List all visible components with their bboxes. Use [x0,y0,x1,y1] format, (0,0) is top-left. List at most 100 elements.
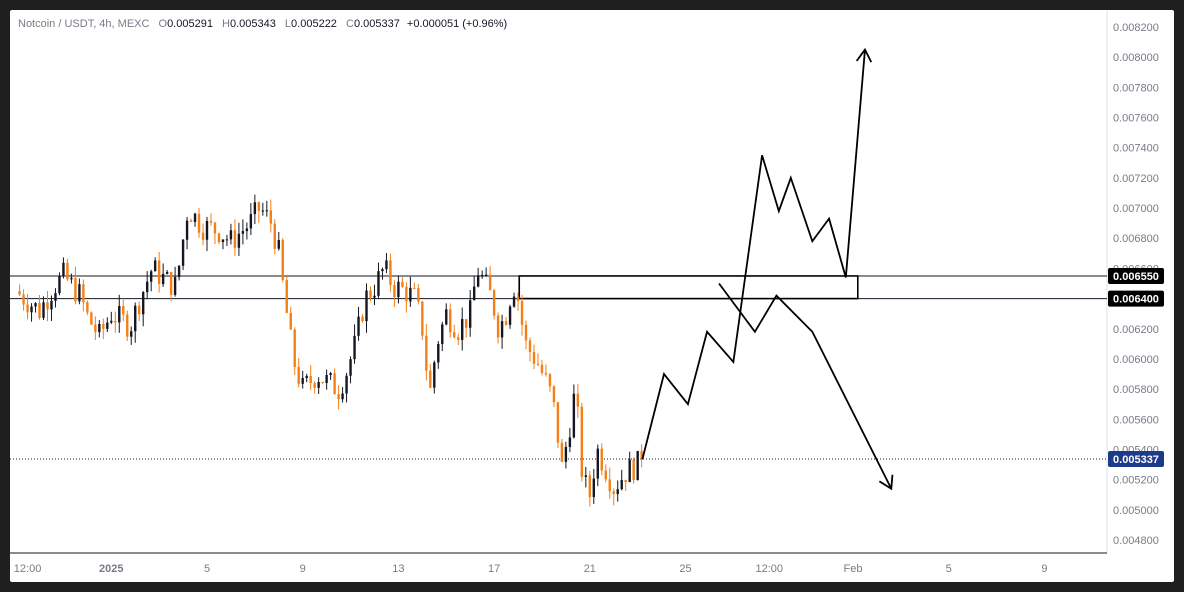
candle-body [556,402,560,443]
candle-body [624,479,627,483]
candle-body [106,322,109,329]
candle-body [122,305,125,315]
arrow-head-icon [878,474,894,491]
candle-body [305,375,308,379]
candle-body [118,305,121,323]
candle-body [309,375,312,383]
candle-body [377,271,380,296]
resistance-zone-box[interactable] [518,275,859,300]
candle-body [110,320,113,323]
candle-body [472,286,476,301]
candle-body [94,324,97,333]
candle-body [209,220,213,223]
candle-body [540,364,544,373]
candle-body [205,220,209,240]
candle-body [281,240,284,280]
x-tick-label: 9 [300,563,306,575]
candle-body [38,303,41,318]
x-tick-label: 21 [584,563,596,575]
candle-body [229,230,233,240]
candle-body [421,301,424,336]
x-tick-label: 13 [392,563,404,575]
candle-body [488,274,492,291]
candle-body [78,284,81,302]
candle-body [580,406,584,477]
candle-body [588,475,592,498]
projection-path[interactable] [718,282,893,490]
candle-body [361,316,364,322]
candle-body [516,296,520,301]
candle-body [261,210,265,212]
candle-body [508,306,512,325]
candle-body [102,323,105,329]
y-tick-label: 0.005000 [1113,505,1159,517]
candle-body [197,213,201,233]
candle-body [616,489,619,495]
candle-body [445,309,448,325]
candle-body [496,315,500,338]
x-tick-label: 2025 [99,563,123,575]
candle-body [632,459,635,481]
candle-body [608,479,611,492]
current-price-badge-label: 0.005337 [1113,454,1159,466]
candle-body [349,359,352,376]
candle-body [201,232,205,240]
price-chart[interactable]: 0.008200 0.008000 0.007800 0.007600 0.007400… [10,10,1174,582]
candle-body [138,305,141,315]
candle-body [548,374,552,387]
price-level-badge-label: 0.006550 [1113,271,1159,283]
candle-body [317,382,320,388]
candle-body [165,272,169,274]
candle-body [461,319,464,340]
candle-body [86,302,89,313]
candle-body [596,448,599,479]
x-tick-label: 12:00 [14,563,42,575]
candle-body [536,363,540,365]
close-value: 0.005337 [353,18,400,30]
candle-body [297,366,300,384]
candle-body [257,202,261,211]
open-key: O [158,18,168,30]
y-tick-label: 0.006200 [1113,324,1159,336]
candle-body [357,316,360,336]
candle-body [285,279,288,313]
candle-body [592,478,596,498]
candle-body [34,303,37,307]
candle-body [42,302,45,318]
candle-body [74,277,77,302]
candle-body [640,451,643,460]
candle-body [301,378,304,384]
candle-body [149,271,153,282]
candle-body [98,323,101,333]
x-tick-label: 5 [946,563,952,575]
candle-body [321,382,324,384]
candle-body [237,233,241,248]
high-key: H [222,18,230,30]
candle-body [604,470,607,480]
arrow-head-icon [855,47,873,63]
candle-body [464,319,468,328]
candle-body [329,373,332,376]
candle-body [628,459,631,483]
x-tick-label: Feb [844,563,863,575]
candle-body [173,277,177,295]
projection-path[interactable] [641,49,866,460]
low-value: 0.005222 [291,18,337,30]
candle-body [66,262,69,280]
candle-body [369,290,372,298]
candle-body [484,274,488,276]
candle-body [520,300,524,325]
candle-body [169,272,173,295]
candle-body [153,260,157,272]
candle-body [241,231,245,234]
candle-body [249,214,253,229]
candle-body [468,300,472,328]
candle-body [524,324,528,341]
candle-body [453,332,456,338]
candle-body [22,294,25,305]
candle-body [213,222,217,234]
candle-body [273,223,276,249]
candle-body [425,335,428,371]
candle-body [337,394,340,400]
candle-body [189,220,193,222]
